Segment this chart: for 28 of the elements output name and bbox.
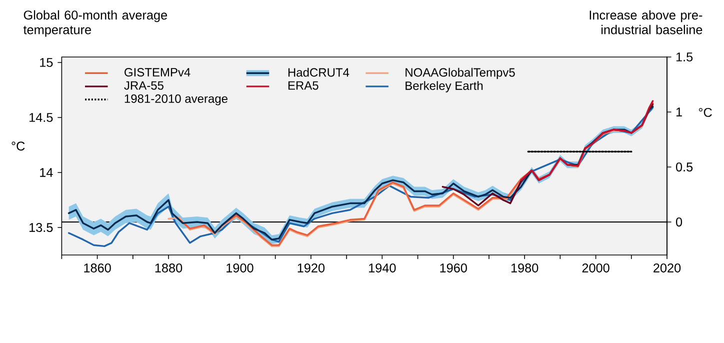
x-tick-label: 1880 — [155, 263, 182, 272]
chart-title: Global 60-month average temperature — [23, 10, 168, 37]
chart-subtitle: Increase above pre-industrial baseline — [590, 10, 702, 34]
y-tick-label: 14.5 — [30, 113, 53, 122]
legend-label: Berkeley Earth — [406, 81, 483, 92]
y2-tick-label: 1 — [676, 108, 682, 116]
x-tick-label: 2000 — [582, 263, 610, 272]
legend-label: NOAAGlobalTempv5 — [406, 68, 515, 80]
y2-tick-label: 1.5 — [676, 52, 693, 62]
legend-label: JRA-55 — [124, 81, 164, 90]
x-tick-label: 1960 — [440, 263, 467, 272]
x-tick-label: 1940 — [369, 263, 396, 272]
legend-label: GISTEMPv4 — [124, 68, 190, 77]
y-tick-label: 14 — [40, 168, 53, 177]
legend-label: HadCRUT4 — [288, 68, 350, 77]
x-tick-label: 2020 — [654, 263, 681, 272]
legend-label: ERA5 — [288, 81, 318, 90]
y-tick-label: 13.5 — [30, 223, 53, 232]
legend-label: 1981-2010 average — [124, 94, 228, 106]
y2-tick-label: 0.5 — [676, 162, 693, 172]
x-tick-label: 1900 — [226, 263, 254, 272]
y2-tick-label: 0 — [676, 218, 682, 226]
x-tick-label: 1860 — [84, 263, 111, 272]
y-axis-title: °C — [12, 142, 25, 151]
x-tick-label: 1920 — [298, 263, 325, 272]
y-tick-label: 15 — [40, 58, 53, 67]
y2-axis-title: °C — [698, 108, 712, 117]
x-tick-label: 1980 — [511, 263, 538, 272]
